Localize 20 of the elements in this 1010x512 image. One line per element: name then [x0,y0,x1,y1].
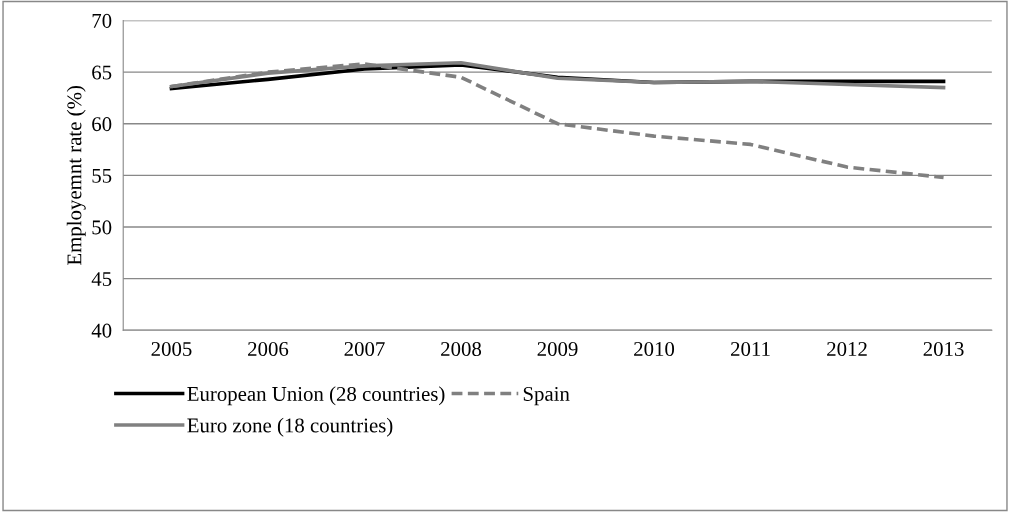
y-axis-title: Employemnt rate (%) [66,86,86,266]
legend-label: Euro zone (18 countries) [187,417,393,437]
y-tick-label: 40 [91,323,112,338]
x-tick-label: 2007 [344,341,385,357]
x-tick-label: 2012 [827,341,867,357]
x-tick-label: 2010 [634,341,675,357]
legend-label: Spain [523,386,570,406]
y-tick-label: 70 [92,13,112,28]
x-tick-label: 2006 [248,341,289,357]
legend-label: European Union (28 countries) [187,386,445,406]
y-tick-label: 65 [92,65,112,80]
y-tick-label: 60 [92,117,112,132]
x-tick-label: 2011 [731,341,770,357]
x-tick-label: 2009 [537,341,578,357]
y-tick-label: 55 [92,168,112,183]
y-tick-label: 45 [91,272,112,287]
x-tick-label: 2013 [923,341,964,357]
y-tick-label: 50 [92,220,112,235]
x-tick-label: 2005 [151,341,192,357]
x-tick-label: 2008 [441,341,482,357]
